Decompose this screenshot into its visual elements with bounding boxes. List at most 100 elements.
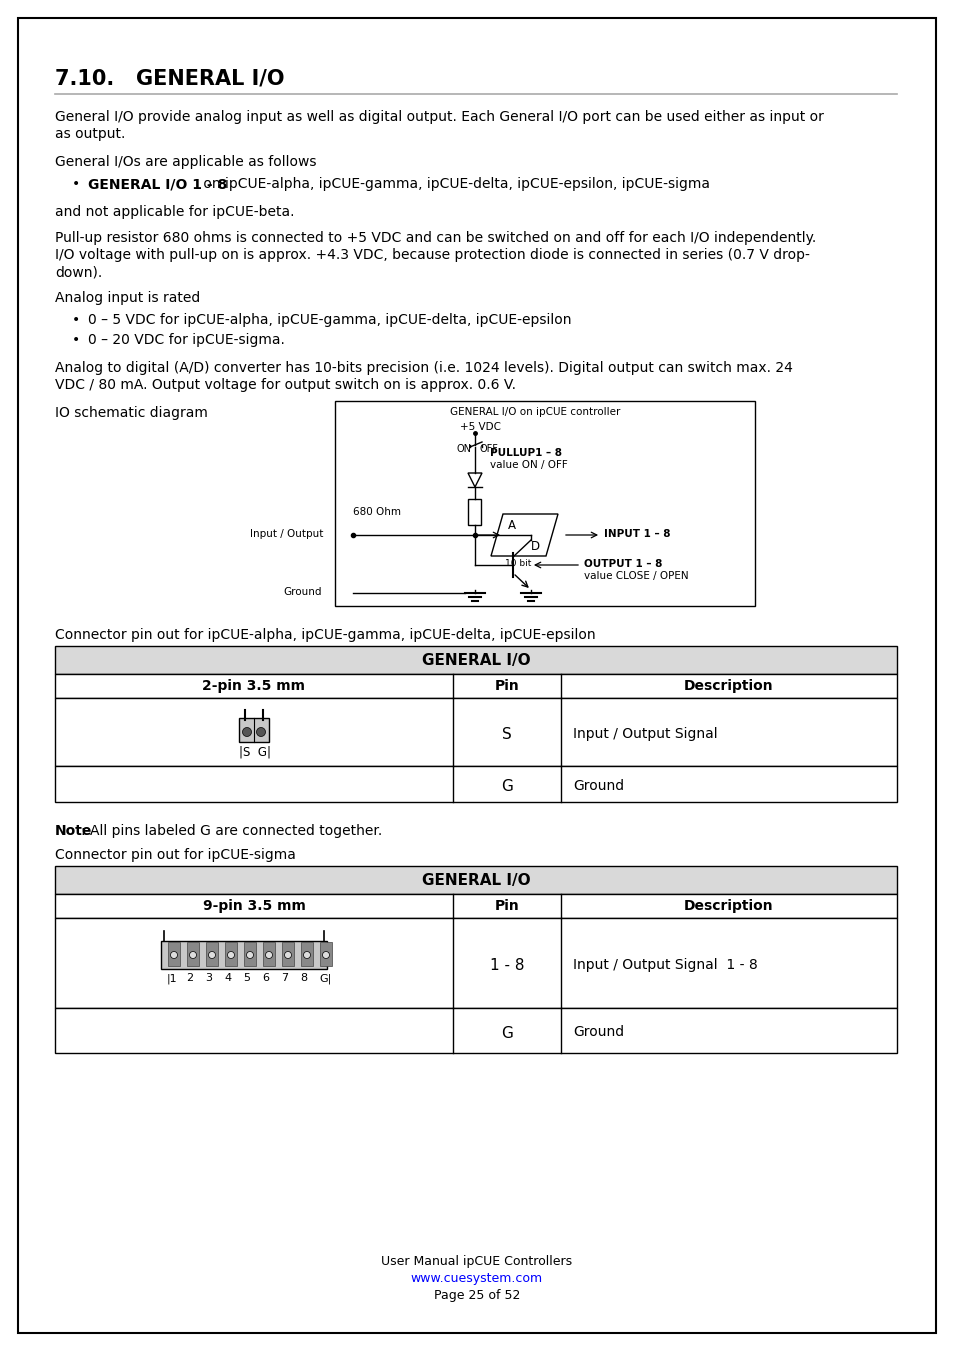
Bar [244, 942, 255, 966]
Text: Connector pin out for ipCUE-alpha, ipCUE-gamma, ipCUE-delta, ipCUE-epsilon: Connector pin out for ipCUE-alpha, ipCUE… [55, 628, 595, 642]
Text: Input / Output: Input / Output [250, 530, 323, 539]
Text: General I/Os are applicable as follows: General I/Os are applicable as follows [55, 155, 316, 169]
Bar [187, 942, 199, 966]
Text: 1 - 8: 1 - 8 [489, 958, 524, 973]
Text: G|: G| [318, 973, 331, 984]
Text: ON: ON [456, 444, 472, 454]
Text: Analog input is rated: Analog input is rated [55, 290, 200, 305]
Text: INPUT 1 – 8: INPUT 1 – 8 [603, 530, 670, 539]
Circle shape [284, 951, 292, 958]
Text: as output.: as output. [55, 127, 125, 141]
Text: Ground: Ground [573, 780, 623, 793]
Text: 10 bit: 10 bit [504, 559, 531, 567]
Circle shape [322, 951, 329, 958]
Text: A: A [507, 519, 516, 532]
Text: www.cuesystem.com: www.cuesystem.com [411, 1273, 542, 1285]
Text: GENERAL I/O: GENERAL I/O [421, 653, 530, 667]
Bar [161, 942, 327, 969]
Polygon shape [468, 473, 481, 486]
Text: G: G [500, 1025, 513, 1040]
Text: GENERAL I/O 1 - 8: GENERAL I/O 1 - 8 [88, 177, 227, 190]
Bar [55, 917, 896, 1008]
Text: OUTPUT 1 – 8: OUTPUT 1 – 8 [583, 559, 661, 569]
Circle shape [265, 951, 273, 958]
Circle shape [227, 951, 234, 958]
Circle shape [190, 951, 196, 958]
Bar [55, 766, 896, 802]
Text: value CLOSE / OPEN: value CLOSE / OPEN [583, 571, 688, 581]
Text: OFF: OFF [479, 444, 498, 454]
Text: GENERAL I/O: GENERAL I/O [421, 873, 530, 888]
Bar [468, 499, 481, 526]
Text: 2: 2 [186, 973, 193, 984]
Text: 680 Ohm: 680 Ohm [353, 507, 400, 517]
Text: |S  G|: |S G| [239, 744, 271, 758]
Bar [335, 401, 754, 607]
Bar [55, 866, 896, 894]
Circle shape [209, 951, 215, 958]
Text: 7.10.   GENERAL I/O: 7.10. GENERAL I/O [55, 68, 284, 88]
Bar [225, 942, 236, 966]
Text: I/O voltage with pull-up on is approx. +4.3 VDC, because protection diode is con: I/O voltage with pull-up on is approx. +… [55, 249, 809, 262]
Text: value ON / OFF: value ON / OFF [490, 459, 567, 470]
Text: 3: 3 [205, 973, 212, 984]
Text: GENERAL I/O on ipCUE controller: GENERAL I/O on ipCUE controller [450, 407, 619, 417]
Bar [239, 717, 269, 742]
Text: down).: down). [55, 265, 102, 280]
Text: •: • [71, 313, 80, 327]
Circle shape [246, 951, 253, 958]
Text: Pull-up resistor 680 ohms is connected to +5 VDC and can be switched on and off : Pull-up resistor 680 ohms is connected t… [55, 231, 816, 245]
Text: •: • [71, 332, 80, 347]
Bar [55, 894, 896, 917]
Text: and not applicable for ipCUE-beta.: and not applicable for ipCUE-beta. [55, 205, 294, 219]
Text: 9-pin 3.5 mm: 9-pin 3.5 mm [202, 898, 305, 913]
Text: +5 VDC: +5 VDC [459, 422, 500, 432]
Circle shape [242, 727, 252, 736]
Bar [55, 674, 896, 698]
Text: 5: 5 [243, 973, 250, 984]
Text: User Manual ipCUE Controllers: User Manual ipCUE Controllers [381, 1255, 572, 1269]
Circle shape [256, 727, 265, 736]
Text: Input / Output Signal  1 - 8: Input / Output Signal 1 - 8 [573, 958, 757, 971]
Text: Note: Note [55, 824, 92, 838]
Text: Analog to digital (A/D) converter has 10-bits precision (i.e. 1024 levels). Digi: Analog to digital (A/D) converter has 10… [55, 361, 792, 376]
Text: 0 – 5 VDC for ipCUE-alpha, ipCUE-gamma, ipCUE-delta, ipCUE-epsilon: 0 – 5 VDC for ipCUE-alpha, ipCUE-gamma, … [88, 313, 571, 327]
Text: Connector pin out for ipCUE-sigma: Connector pin out for ipCUE-sigma [55, 848, 295, 862]
Text: 0 – 20 VDC for ipCUE-sigma.: 0 – 20 VDC for ipCUE-sigma. [88, 332, 285, 347]
Bar [301, 942, 313, 966]
Text: VDC / 80 mA. Output voltage for output switch on is approx. 0.6 V.: VDC / 80 mA. Output voltage for output s… [55, 378, 516, 392]
Text: Pin: Pin [494, 680, 518, 693]
Text: D: D [531, 540, 539, 553]
Text: General I/O provide analog input as well as digital output. Each General I/O por: General I/O provide analog input as well… [55, 109, 823, 124]
Text: Pin: Pin [494, 898, 518, 913]
Bar [55, 698, 896, 766]
Text: 7: 7 [281, 973, 288, 984]
Text: Ground: Ground [573, 1025, 623, 1039]
Text: 6: 6 [262, 973, 269, 984]
Bar [282, 942, 294, 966]
Bar [263, 942, 274, 966]
Text: PULLUP1 – 8: PULLUP1 – 8 [490, 449, 561, 458]
Text: 2-pin 3.5 mm: 2-pin 3.5 mm [202, 680, 305, 693]
Circle shape [303, 951, 310, 958]
Bar [206, 942, 218, 966]
Text: IO schematic diagram: IO schematic diagram [55, 407, 208, 420]
Text: Page 25 of 52: Page 25 of 52 [434, 1289, 519, 1302]
Circle shape [171, 951, 177, 958]
Text: Ground: Ground [283, 586, 321, 597]
Text: •: • [71, 177, 80, 190]
Text: |1: |1 [167, 973, 177, 984]
Text: S: S [501, 727, 512, 742]
Text: 4: 4 [224, 973, 231, 984]
Text: on ipCUE-alpha, ipCUE-gamma, ipCUE-delta, ipCUE-epsilon, ipCUE-sigma: on ipCUE-alpha, ipCUE-gamma, ipCUE-delta… [199, 177, 710, 190]
Text: Input / Output Signal: Input / Output Signal [573, 727, 717, 740]
Text: 8: 8 [299, 973, 307, 984]
Bar [55, 1008, 896, 1052]
Text: Description: Description [683, 680, 773, 693]
Text: : All pins labeled G are connected together.: : All pins labeled G are connected toget… [81, 824, 382, 838]
Bar [168, 942, 180, 966]
Text: Description: Description [683, 898, 773, 913]
Polygon shape [491, 513, 558, 557]
Bar [55, 646, 896, 674]
Text: G: G [500, 780, 513, 794]
